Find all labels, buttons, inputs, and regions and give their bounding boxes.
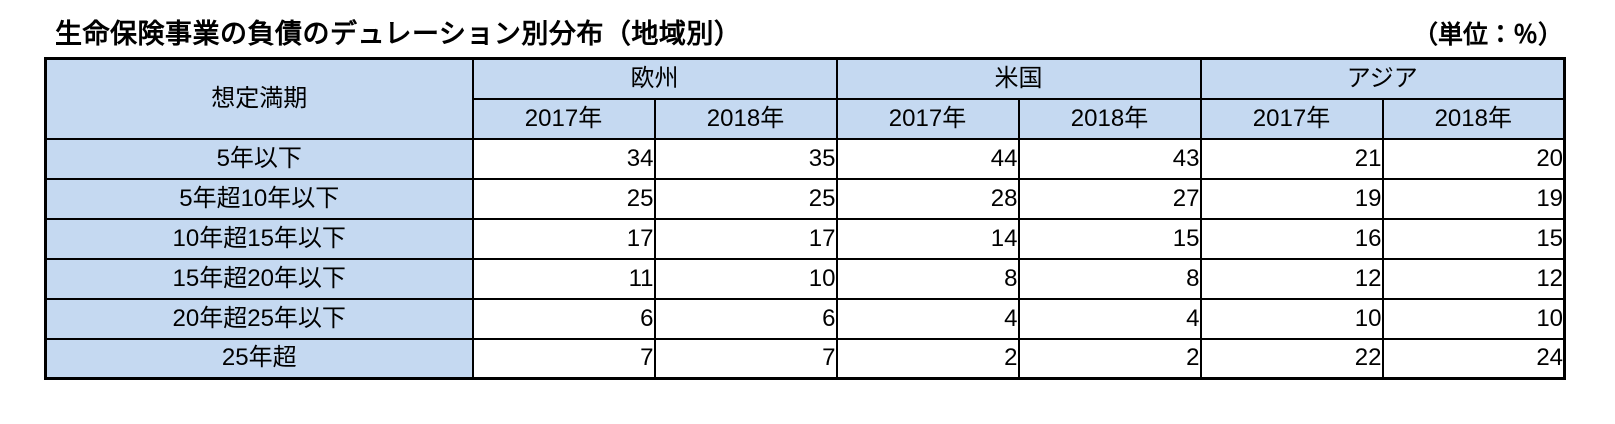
caption-row: 生命保険事業の負債のデュレーション別分布（地域別） （単位：％） — [55, 12, 1563, 51]
table-header: 想定満期 欧州 米国 アジア 2017年 2018年 2017年 2018年 2… — [44, 57, 1566, 140]
corner-header-maturity: 想定満期 — [44, 57, 474, 140]
year-header-asia-2017: 2017年 — [1199, 97, 1384, 140]
year-header-asia-2018: 2018年 — [1381, 97, 1566, 140]
duration-distribution-table: 想定満期 欧州 米国 アジア 2017年 2018年 2017年 2018年 2… — [44, 57, 1567, 380]
value-cell: 6 — [471, 297, 656, 340]
value-cell: 6 — [653, 297, 838, 340]
value-cell: 25 — [653, 177, 838, 220]
value-cell: 44 — [835, 137, 1020, 180]
table-row: 20年超25年以下 6 6 4 4 10 10 — [44, 297, 1566, 340]
value-cell: 15 — [1381, 217, 1566, 260]
value-cell: 2 — [1017, 337, 1202, 380]
value-cell: 12 — [1381, 257, 1566, 300]
value-cell: 25 — [471, 177, 656, 220]
table-row: 10年超15年以下 17 17 14 15 16 15 — [44, 217, 1566, 260]
value-cell: 34 — [471, 137, 656, 180]
value-cell: 7 — [471, 337, 656, 380]
value-cell: 4 — [835, 297, 1020, 340]
year-header-europe-2017: 2017年 — [471, 97, 656, 140]
value-cell: 15 — [1017, 217, 1202, 260]
value-cell: 35 — [653, 137, 838, 180]
value-cell: 12 — [1199, 257, 1384, 300]
table-row: 25年超 7 7 2 2 22 24 — [44, 337, 1566, 380]
value-cell: 2 — [835, 337, 1020, 380]
value-cell: 10 — [1199, 297, 1384, 340]
group-header-europe: 欧州 — [471, 57, 838, 100]
value-cell: 20 — [1381, 137, 1566, 180]
row-label: 5年以下 — [44, 137, 474, 180]
value-cell: 19 — [1199, 177, 1384, 220]
value-cell: 17 — [653, 217, 838, 260]
row-label: 20年超25年以下 — [44, 297, 474, 340]
value-cell: 28 — [835, 177, 1020, 220]
group-header-asia: アジア — [1199, 57, 1566, 100]
value-cell: 10 — [653, 257, 838, 300]
value-cell: 24 — [1381, 337, 1566, 380]
year-header-row: 2017年 2018年 2017年 2018年 2017年 2018年 — [46, 97, 1566, 140]
row-label: 10年超15年以下 — [44, 217, 474, 260]
value-cell: 14 — [835, 217, 1020, 260]
row-label: 5年超10年以下 — [44, 177, 474, 220]
group-header-us: 米国 — [835, 57, 1202, 100]
table-row: 5年以下 34 35 44 43 21 20 — [44, 137, 1566, 180]
value-cell: 22 — [1199, 337, 1384, 380]
group-header-row: 想定満期 欧州 米国 アジア — [44, 57, 1566, 140]
table-row: 15年超20年以下 11 10 8 8 12 12 — [44, 257, 1566, 300]
year-header-europe-2018: 2018年 — [653, 97, 838, 140]
unit-label: （単位：％） — [1412, 21, 1563, 49]
table-row: 5年超10年以下 25 25 28 27 19 19 — [44, 177, 1566, 220]
value-cell: 21 — [1199, 137, 1384, 180]
value-cell: 17 — [471, 217, 656, 260]
year-header-us-2017: 2017年 — [835, 97, 1020, 140]
value-cell: 11 — [471, 257, 656, 300]
value-cell: 16 — [1199, 217, 1384, 260]
value-cell: 7 — [653, 337, 838, 380]
value-cell: 4 — [1017, 297, 1202, 340]
value-cell: 8 — [835, 257, 1020, 300]
value-cell: 27 — [1017, 177, 1202, 220]
value-cell: 19 — [1381, 177, 1566, 220]
row-label: 15年超20年以下 — [44, 257, 474, 300]
value-cell: 8 — [1017, 257, 1202, 300]
value-cell: 10 — [1381, 297, 1566, 340]
table-body: 5年以下 34 35 44 43 21 20 5年超10年以下 25 25 28 27 19 19 10年超… — [44, 137, 1566, 380]
value-cell: 43 — [1017, 137, 1202, 180]
row-label: 25年超 — [44, 337, 474, 380]
year-header-us-2018: 2018年 — [1017, 97, 1202, 140]
page-title: 生命保険事業の負債のデュレーション別分布（地域別） — [55, 19, 742, 49]
